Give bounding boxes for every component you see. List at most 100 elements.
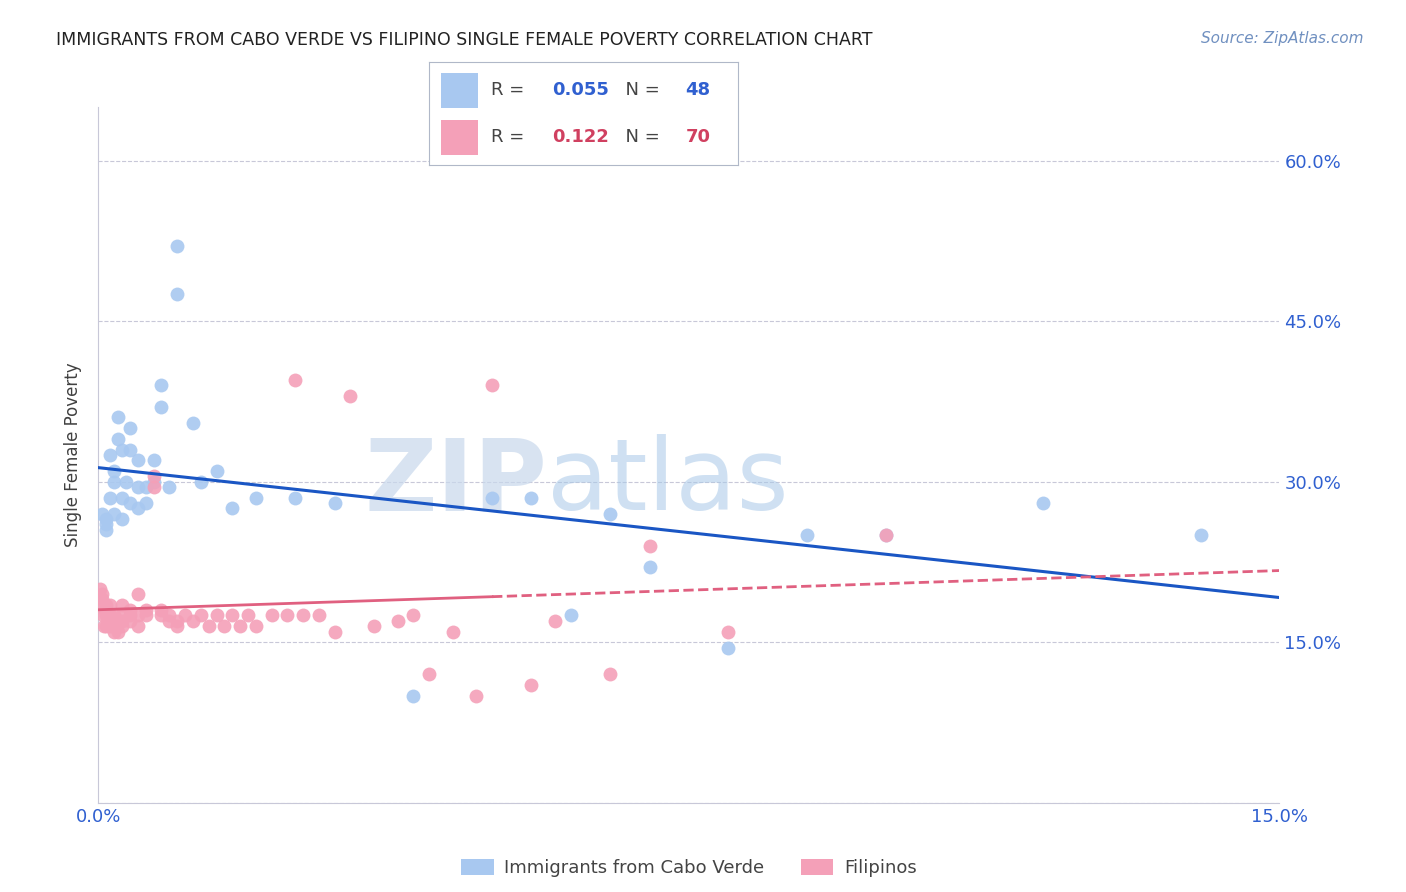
Point (245, 491, 267, 505)
Point (276, 608, 298, 623)
Point (150, 608, 173, 623)
Point (157, 614, 180, 628)
Point (96, 517, 118, 532)
Point (520, 678, 543, 692)
Point (104, 619, 127, 633)
Point (717, 640, 740, 655)
Point (90, 592, 112, 607)
Point (157, 608, 180, 623)
Point (181, 416, 204, 430)
Point (111, 619, 134, 633)
Text: 70: 70 (686, 128, 710, 146)
Point (107, 624, 129, 639)
Point (96, 512, 118, 526)
Point (308, 608, 330, 623)
Point (363, 619, 385, 633)
Point (166, 614, 188, 628)
Text: ZIP: ZIP (364, 434, 547, 532)
Point (118, 603, 141, 617)
Point (150, 603, 173, 617)
Point (166, 239, 188, 253)
Point (96, 523, 118, 537)
Point (111, 491, 134, 505)
Point (166, 619, 188, 633)
Bar (441, 120, 478, 155)
Point (402, 689, 425, 703)
Point (98, 491, 121, 505)
Point (142, 475, 165, 489)
Text: atlas: atlas (547, 434, 789, 532)
Point (111, 614, 134, 628)
Text: 0.055: 0.055 (553, 81, 609, 99)
Point (127, 619, 149, 633)
Point (560, 608, 582, 623)
Point (339, 389, 361, 403)
Point (135, 608, 157, 623)
Point (638, 560, 661, 574)
Point (135, 603, 157, 617)
Point (107, 432, 129, 446)
Point (1032, 496, 1054, 510)
Text: 48: 48 (686, 81, 710, 99)
Point (103, 475, 125, 489)
Point (103, 608, 125, 623)
Point (135, 480, 157, 494)
Point (90, 598, 112, 612)
Point (166, 287, 188, 301)
Bar (441, 73, 478, 108)
Point (190, 608, 212, 623)
Point (150, 378, 173, 392)
Point (127, 453, 149, 467)
Point (465, 689, 488, 703)
Point (96, 598, 118, 612)
Point (260, 608, 283, 623)
Point (98, 608, 121, 623)
Point (96, 619, 118, 633)
Point (103, 507, 125, 521)
Point (142, 453, 165, 467)
Point (717, 624, 740, 639)
Point (115, 475, 138, 489)
Point (214, 619, 236, 633)
Text: N =: N = (614, 128, 666, 146)
Point (221, 608, 243, 623)
Point (127, 501, 149, 516)
Text: N =: N = (614, 81, 666, 99)
Point (323, 496, 346, 510)
Point (229, 619, 252, 633)
Point (638, 539, 661, 553)
Point (284, 491, 307, 505)
Point (97, 614, 120, 628)
Point (1189, 528, 1212, 542)
Point (111, 608, 134, 623)
Point (96, 608, 118, 623)
Point (91, 587, 114, 601)
Point (103, 624, 125, 639)
Point (101, 619, 124, 633)
Point (387, 614, 409, 628)
Point (89, 582, 111, 596)
Text: IMMIGRANTS FROM CABO VERDE VS FILIPINO SINGLE FEMALE POVERTY CORRELATION CHART: IMMIGRANTS FROM CABO VERDE VS FILIPINO S… (56, 31, 873, 49)
Point (520, 491, 543, 505)
Point (205, 464, 228, 478)
Text: R =: R = (491, 128, 530, 146)
Point (157, 480, 180, 494)
Legend: Immigrants from Cabo Verde, Filipinos: Immigrants from Cabo Verde, Filipinos (454, 852, 924, 884)
Point (205, 608, 228, 623)
Point (98, 598, 121, 612)
Point (118, 608, 141, 623)
Point (127, 587, 149, 601)
Point (93, 603, 115, 617)
Point (236, 608, 259, 623)
Point (97, 619, 120, 633)
Point (221, 501, 243, 516)
Point (142, 469, 165, 483)
Point (875, 528, 897, 542)
Point (481, 491, 503, 505)
Point (103, 464, 125, 478)
Text: R =: R = (491, 81, 530, 99)
Point (135, 496, 157, 510)
Point (418, 667, 440, 681)
Point (599, 507, 621, 521)
Point (118, 442, 141, 457)
